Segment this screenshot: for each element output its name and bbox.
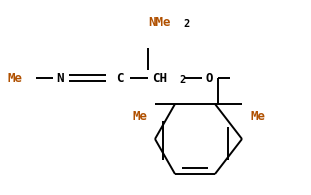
Text: C: C	[116, 72, 124, 84]
Text: Me: Me	[250, 111, 266, 123]
Text: O: O	[206, 72, 213, 84]
Text: 2: 2	[183, 19, 189, 29]
Text: CH: CH	[152, 72, 167, 84]
Text: Me: Me	[132, 111, 147, 123]
Text: Me: Me	[8, 72, 23, 84]
Text: 2: 2	[179, 75, 185, 85]
Text: N: N	[56, 72, 64, 84]
Text: NMe: NMe	[148, 15, 170, 28]
